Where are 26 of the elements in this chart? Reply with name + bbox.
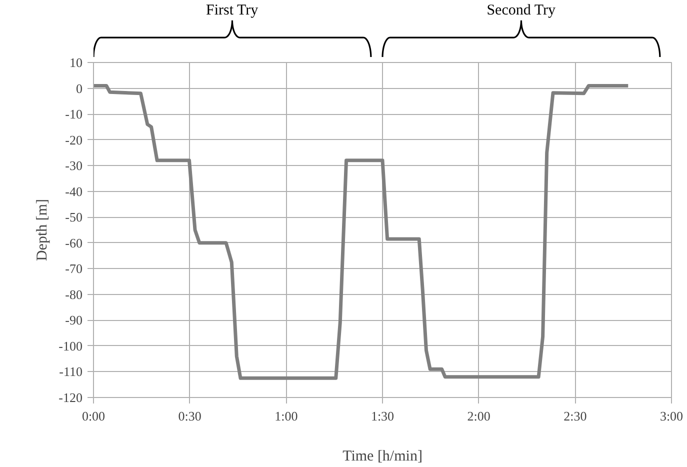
x-tick-label: 3:00 <box>660 408 684 424</box>
y-tick-label: 10 <box>70 55 82 70</box>
y-axis-title: Depth [m] <box>34 198 51 262</box>
y-tick-label: -60 <box>65 235 83 250</box>
y-tick-label: -110 <box>59 364 83 380</box>
x-tick-label: 1:00 <box>274 408 298 424</box>
text: Second Try <box>486 2 556 19</box>
y-tick-label: -30 <box>65 158 83 174</box>
y-tick-label: -80 <box>65 286 83 302</box>
x-tick-label: 0:30 <box>178 408 202 424</box>
y-tick-label: -20 <box>65 132 83 148</box>
x-tick-label: 2:30 <box>564 408 587 424</box>
y-tick-label: -70 <box>65 261 83 276</box>
x-axis-title: Time [h/min] <box>342 448 422 464</box>
y-tick-label: -10 <box>65 106 83 122</box>
text: First Try <box>206 2 259 19</box>
y-tick-label: -50 <box>65 210 83 225</box>
x-tick-label: 0:00 <box>82 408 106 424</box>
x-tick-label: 1:30 <box>370 408 394 424</box>
line-series <box>94 84 630 380</box>
y-tick-label: 0 <box>76 80 82 96</box>
y-tick-label: -100 <box>58 338 83 354</box>
y-tick-label: -120 <box>58 390 83 405</box>
y-tick-label: -40 <box>65 184 83 199</box>
x-tick-label: 2:00 <box>467 408 490 424</box>
y-tick-label: -90 <box>65 312 83 328</box>
